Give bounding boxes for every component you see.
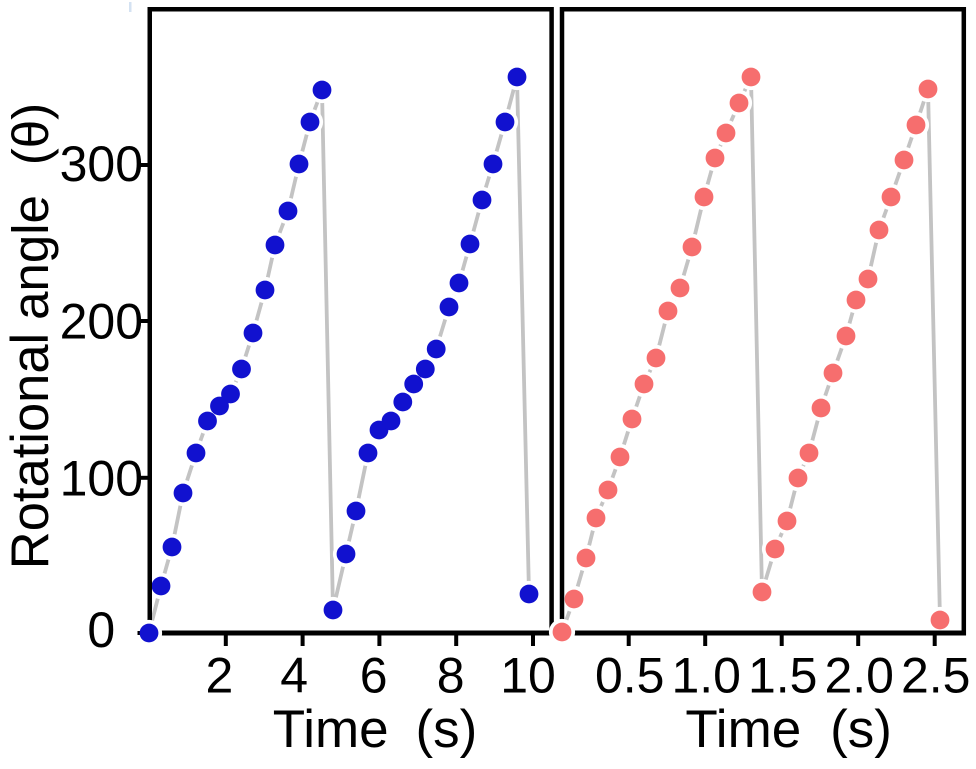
- svg-text:2.5: 2.5: [901, 648, 971, 704]
- svg-text:200: 200: [60, 294, 143, 350]
- svg-text:Time: Time: [685, 700, 801, 759]
- svg-text:2: 2: [205, 648, 233, 704]
- svg-text:1.0: 1.0: [671, 648, 741, 704]
- svg-text:100: 100: [60, 450, 143, 506]
- svg-text:Time: Time: [273, 700, 389, 759]
- svg-text:Rotational: Rotational: [1, 333, 60, 569]
- svg-text:10: 10: [500, 648, 556, 704]
- svg-text:8: 8: [437, 648, 465, 704]
- svg-text:(s): (s): [415, 700, 477, 759]
- svg-text:angle: angle: [2, 195, 59, 320]
- svg-text:4: 4: [280, 648, 308, 704]
- svg-text:300: 300: [60, 136, 143, 192]
- svg-text:(s): (s): [830, 700, 892, 759]
- svg-text:1.5: 1.5: [748, 648, 818, 704]
- svg-text:6: 6: [360, 648, 388, 704]
- svg-text:2.0: 2.0: [824, 648, 894, 704]
- svg-text:(θ): (θ): [2, 103, 59, 165]
- svg-text:0.5: 0.5: [595, 648, 665, 704]
- svg-text:0: 0: [87, 602, 115, 658]
